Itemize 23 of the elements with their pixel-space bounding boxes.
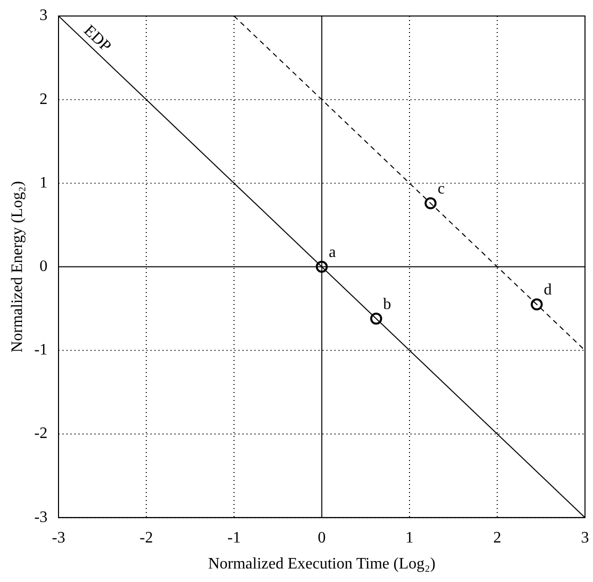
y-tick-label: -1 bbox=[34, 342, 48, 359]
x-tick-label: -3 bbox=[52, 529, 66, 546]
y-tick-label: 2 bbox=[40, 90, 48, 108]
y-tick-label: 1 bbox=[40, 174, 48, 192]
data-label: d bbox=[544, 282, 552, 299]
x-axis-title: Normalized Execution Time (Log₂) bbox=[208, 556, 436, 573]
x-tick-label: 0 bbox=[318, 529, 326, 546]
y-tick-label: 3 bbox=[40, 7, 48, 24]
point bbox=[530, 298, 543, 310]
y-tick-label: -3 bbox=[34, 508, 48, 526]
x-tick-label: 2 bbox=[493, 529, 502, 546]
point bbox=[424, 197, 437, 210]
y-tick-label: -2 bbox=[34, 425, 48, 442]
data-label: a bbox=[328, 244, 336, 262]
data-label: b bbox=[383, 296, 392, 313]
y-tick-label: 0 bbox=[40, 258, 48, 276]
x-tick-label: 3 bbox=[581, 529, 589, 546]
x-tick-label: -1 bbox=[227, 529, 241, 546]
y-axis-title: Normalized Energy (Log₂) bbox=[8, 181, 26, 353]
x-tick-label: 1 bbox=[406, 529, 414, 546]
text: EDP bbox=[80, 22, 114, 56]
data-label: c bbox=[438, 180, 445, 198]
x-tick-label: -2 bbox=[140, 529, 153, 546]
